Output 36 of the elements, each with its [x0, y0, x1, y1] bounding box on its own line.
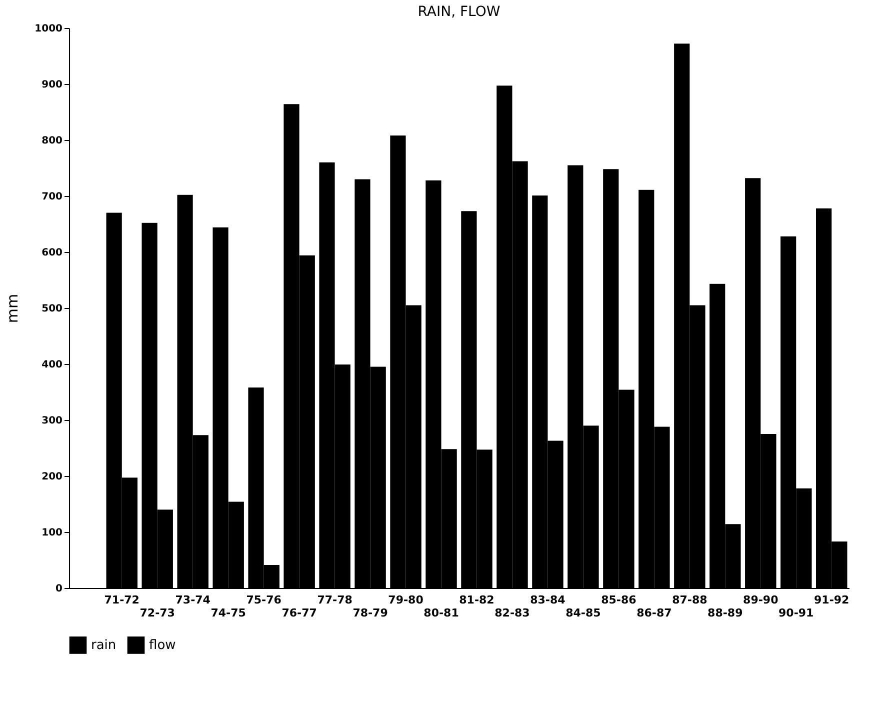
y-tick-label: 500: [42, 304, 63, 314]
x-tick-label: 85-86: [601, 594, 637, 606]
y-tick-label: 900: [42, 80, 63, 90]
x-tick-label: 74-75: [210, 606, 246, 620]
y-axis-title: mm: [4, 294, 22, 324]
x-tick-label: 88-89: [708, 606, 743, 620]
x-tick-label: 75-76: [246, 594, 282, 606]
x-tick-label: 78-79: [352, 606, 388, 620]
x-tick-label: 77-78: [317, 594, 352, 606]
x-tick-label: 90-91: [778, 606, 814, 620]
x-tick-label: 81-82: [459, 594, 494, 606]
x-tick-label: 84-85: [566, 606, 601, 620]
x-tick-label: 71-72: [104, 594, 140, 606]
y-tick-label: 200: [42, 472, 63, 482]
y-tick-label: 1000: [34, 24, 63, 34]
y-tick-label: 100: [42, 528, 63, 538]
x-tick-label: 91-92: [814, 594, 850, 606]
x-tick-label: 80-81: [424, 606, 459, 620]
y-tick-label: 400: [42, 360, 63, 370]
x-tick-label: 72-73: [140, 606, 175, 620]
legend-label: flow: [149, 638, 176, 654]
x-tick-label: 76-77: [282, 606, 317, 620]
y-tick-label: 800: [42, 136, 63, 146]
y-tick-label: 600: [42, 248, 63, 258]
x-tick-label: 87-88: [672, 594, 708, 606]
x-tick-label: 86-87: [636, 606, 672, 620]
y-tick-label: 700: [42, 192, 63, 202]
x-tick-label: 83-84: [530, 594, 566, 606]
y-tick-label: 300: [42, 416, 63, 426]
chart-title: RAIN, FLOW: [418, 4, 500, 20]
y-tick-label: 0: [56, 584, 63, 594]
x-tick-label: 89-90: [743, 594, 779, 606]
x-tick-label: 79-80: [388, 594, 424, 606]
x-tick-label: 73-74: [175, 594, 211, 606]
x-tick-label: 82-83: [494, 606, 530, 620]
legend-label: rain: [91, 638, 116, 654]
